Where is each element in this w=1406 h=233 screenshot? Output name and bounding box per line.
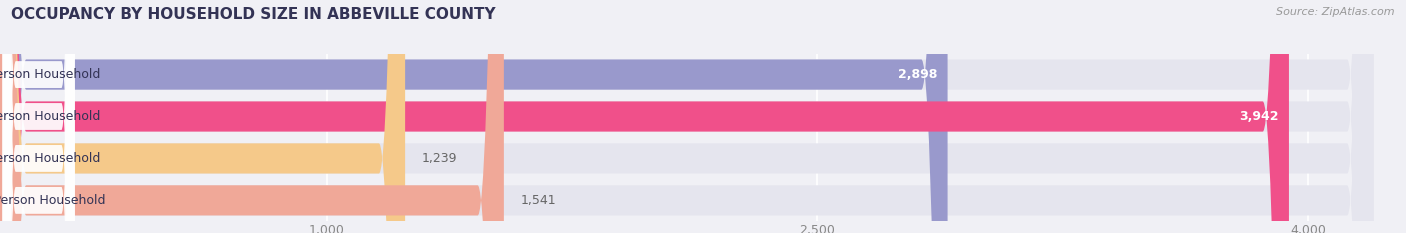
Text: Source: ZipAtlas.com: Source: ZipAtlas.com xyxy=(1277,7,1395,17)
Text: 3-Person Household: 3-Person Household xyxy=(0,152,101,165)
FancyBboxPatch shape xyxy=(3,0,75,233)
Text: 4+ Person Household: 4+ Person Household xyxy=(0,194,105,207)
Text: 1,541: 1,541 xyxy=(520,194,555,207)
FancyBboxPatch shape xyxy=(0,0,948,233)
Text: OCCUPANCY BY HOUSEHOLD SIZE IN ABBEVILLE COUNTY: OCCUPANCY BY HOUSEHOLD SIZE IN ABBEVILLE… xyxy=(11,7,496,22)
FancyBboxPatch shape xyxy=(0,0,405,233)
FancyBboxPatch shape xyxy=(0,0,1374,233)
FancyBboxPatch shape xyxy=(0,0,503,233)
FancyBboxPatch shape xyxy=(3,0,75,233)
Text: 1,239: 1,239 xyxy=(422,152,457,165)
Text: 1-Person Household: 1-Person Household xyxy=(0,68,101,81)
Text: 3,942: 3,942 xyxy=(1240,110,1279,123)
FancyBboxPatch shape xyxy=(0,0,1289,233)
Text: 2,898: 2,898 xyxy=(898,68,938,81)
FancyBboxPatch shape xyxy=(0,0,1374,233)
FancyBboxPatch shape xyxy=(3,0,75,233)
FancyBboxPatch shape xyxy=(3,0,75,233)
FancyBboxPatch shape xyxy=(0,0,1374,233)
Text: 2-Person Household: 2-Person Household xyxy=(0,110,101,123)
FancyBboxPatch shape xyxy=(0,0,1374,233)
